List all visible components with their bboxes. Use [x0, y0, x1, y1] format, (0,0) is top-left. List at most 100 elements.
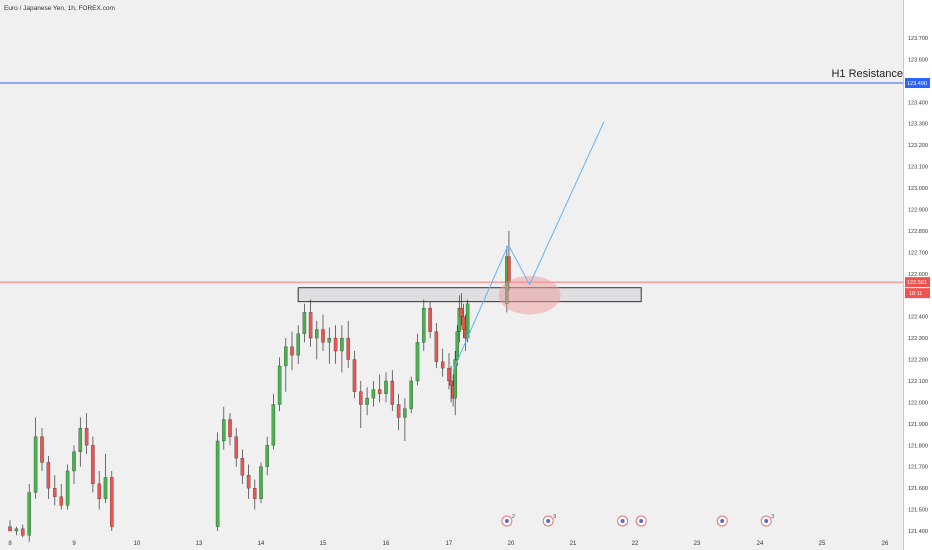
candle	[8, 520, 12, 532]
candle-body	[277, 365, 282, 405]
y-tick-label: 121.700	[908, 465, 928, 471]
candle-body	[461, 316, 466, 330]
support-zone-rect[interactable]	[297, 287, 642, 303]
candle-body	[449, 380, 453, 386]
candle-body	[465, 303, 470, 339]
x-tick-label: 22	[632, 541, 639, 547]
candle	[428, 301, 432, 339]
plot-area[interactable]	[0, 0, 903, 550]
candle-body	[390, 380, 395, 405]
candle	[396, 393, 401, 431]
candle-body	[396, 404, 401, 418]
x-tick-label: 14	[258, 541, 265, 547]
candle-body	[457, 307, 462, 332]
candle-body	[352, 359, 357, 392]
y-tick-label: 122.300	[908, 336, 928, 342]
candle	[457, 295, 462, 343]
price-axis[interactable]	[903, 0, 932, 550]
candle-body	[371, 389, 376, 399]
candle	[72, 445, 76, 484]
y-tick-label: 121.500	[908, 508, 928, 514]
trendline[interactable]	[452, 245, 509, 371]
candle-body	[422, 307, 426, 343]
candle	[409, 376, 413, 414]
candle	[415, 333, 420, 386]
x-tick-label: 20	[508, 541, 515, 547]
y-tick-label: 123.600	[908, 57, 928, 63]
candle	[53, 475, 57, 506]
candle-body	[27, 492, 31, 536]
candle	[33, 417, 38, 499]
highlight-ellipse[interactable]	[498, 275, 561, 315]
candle-body	[78, 427, 83, 452]
candle-body	[265, 445, 269, 467]
candle	[91, 436, 95, 493]
flag-icon[interactable]	[716, 515, 728, 527]
candle-body	[234, 436, 238, 459]
candle-body	[65, 470, 70, 506]
candle	[440, 348, 445, 377]
y-tick-label: 123.400	[908, 100, 928, 106]
candle	[84, 413, 89, 454]
candle-body	[308, 312, 313, 339]
candle-body	[97, 483, 101, 499]
candle-body	[72, 451, 76, 472]
candle	[259, 462, 263, 504]
candle	[265, 436, 269, 476]
x-tick-label: 24	[757, 541, 764, 547]
y-tick-label: 122.100	[908, 379, 928, 385]
flag-icon[interactable]: 2	[501, 514, 515, 527]
candle	[65, 464, 70, 510]
candle-body	[271, 404, 276, 446]
y-tick-label: 123.300	[908, 122, 928, 128]
candle	[403, 398, 407, 441]
candle-body	[365, 397, 369, 405]
candle-body	[447, 367, 451, 382]
candle	[271, 393, 276, 450]
candle	[453, 350, 457, 416]
candle-body	[33, 436, 38, 493]
candle	[359, 380, 363, 429]
candle	[246, 464, 251, 499]
candle-body	[459, 307, 464, 317]
y-tick-label: 121.600	[908, 486, 928, 492]
flag-icon[interactable]: 9	[542, 514, 556, 527]
candle	[290, 331, 294, 371]
candle-body	[507, 256, 511, 283]
candle	[455, 325, 460, 366]
x-tick-label: 8	[8, 541, 12, 547]
y-tick-label: 121.900	[908, 422, 928, 428]
resistance-price-badge	[905, 78, 930, 89]
flag-icon[interactable]: 3	[760, 514, 774, 527]
candle	[27, 483, 31, 542]
y-tick-label: 122.200	[908, 358, 928, 364]
flag-icon[interactable]	[617, 515, 629, 527]
candle	[302, 303, 307, 343]
y-tick-label: 122.400	[908, 315, 928, 321]
candle-body	[40, 436, 44, 463]
candle	[277, 357, 282, 411]
x-tick-label: 10	[134, 541, 141, 547]
candle	[377, 374, 382, 403]
candle-body	[259, 466, 263, 499]
candle-body	[384, 380, 388, 394]
y-tick-label: 123.000	[908, 186, 928, 192]
candle	[390, 370, 395, 411]
flag-icon[interactable]	[635, 515, 647, 527]
candle	[333, 325, 338, 364]
event-count-label: 3	[771, 514, 774, 520]
x-tick-label: 13	[196, 541, 203, 547]
candle-body	[428, 307, 432, 332]
candle-body	[14, 528, 19, 532]
candle-body	[403, 408, 407, 418]
candle-body	[246, 475, 251, 489]
candle	[459, 293, 464, 326]
candle	[228, 413, 232, 446]
candle-body	[215, 440, 220, 527]
candle-body	[296, 333, 300, 356]
candle-body	[8, 526, 12, 532]
y-tick-label: 122.800	[908, 229, 928, 235]
candle-body	[253, 487, 257, 499]
candle	[215, 432, 220, 531]
projection-path[interactable]	[508, 121, 605, 286]
